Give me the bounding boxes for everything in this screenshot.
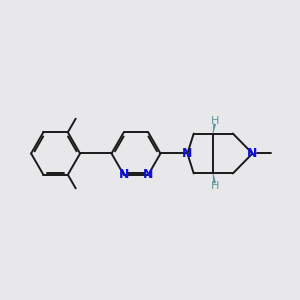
- Polygon shape: [213, 173, 216, 184]
- Text: H: H: [211, 181, 219, 191]
- Text: N: N: [118, 168, 129, 181]
- Text: N: N: [143, 168, 153, 181]
- Polygon shape: [213, 124, 216, 134]
- Text: N: N: [247, 147, 258, 160]
- Text: H: H: [211, 116, 219, 126]
- Text: N: N: [182, 147, 193, 160]
